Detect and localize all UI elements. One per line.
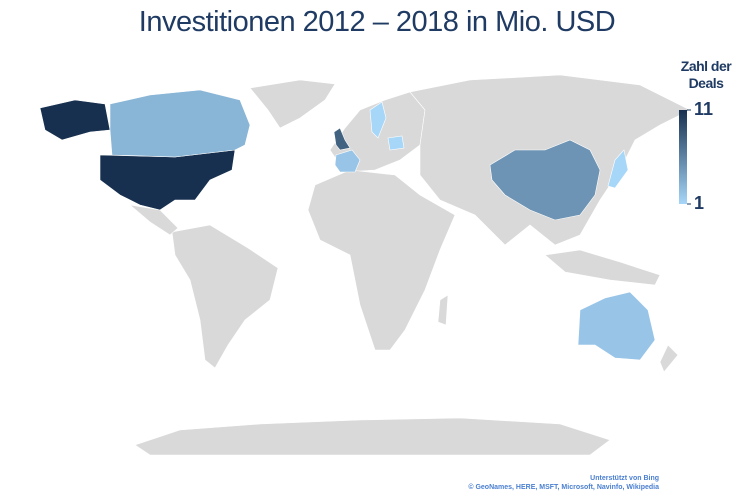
country-france [334,149,361,173]
credit-line: © GeoNames, HERE, MSFT, Microsoft, Navin… [468,484,659,491]
central-america [128,204,179,236]
chart-title: Investitionen 2012 – 2018 in Mio. USD [138,6,616,38]
country-china [489,139,601,221]
madagascar [437,294,449,326]
credit-line: Unterstützt von Bing [590,475,659,482]
color-scale [679,110,687,204]
country-canada [109,89,251,158]
africa [307,169,456,351]
south-america [171,224,279,369]
indonesia [544,249,661,286]
greenland [249,79,336,129]
legend-tick-label: 1 [694,193,704,213]
country-sweden [369,101,387,139]
new-zealand [659,344,679,373]
legend: 111 [687,99,713,213]
antarctica [134,417,611,456]
regions [39,89,656,361]
legend-title: Zahl der Deals [680,58,732,91]
country-uk [333,127,351,151]
credits: Unterstützt von Bing © GeoNames, HERE, M… [468,474,659,492]
country-japan [607,149,629,189]
legend-tick-label: 11 [694,99,713,119]
country-australia [577,291,656,361]
country-poland [387,135,405,151]
